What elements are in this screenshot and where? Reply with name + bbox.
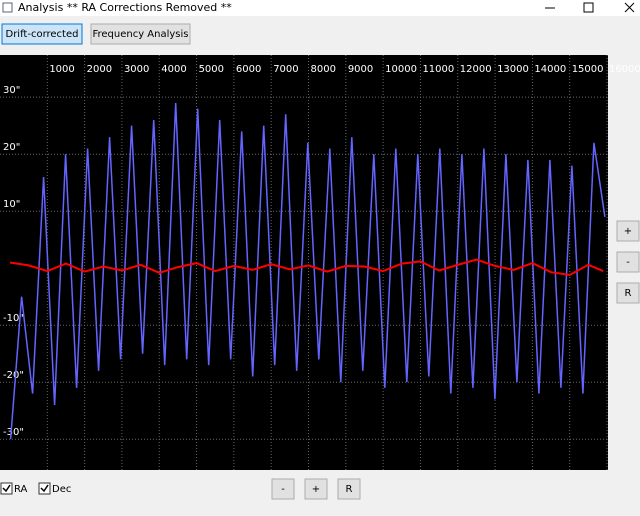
side-button-label: + — [624, 226, 632, 237]
side-button-label: R — [625, 288, 632, 299]
y-tick-label: 20" — [3, 142, 20, 153]
x-tick-label: 7000 — [273, 64, 298, 75]
checkbox[interactable] — [0, 482, 13, 495]
y-tick-label: 10" — [3, 199, 20, 210]
title-bar — [0, 0, 640, 16]
controls: Drift-corrected Frequency Analysis + - R - + R R… — [0, 23, 640, 500]
side-button[interactable] — [616, 220, 640, 242]
x-tick-label: 2000 — [87, 64, 112, 75]
x-tick-label: 9000 — [348, 64, 373, 75]
toolbar-button[interactable] — [90, 23, 191, 45]
x-tick-label: 1000 — [49, 64, 74, 75]
window-title: Analysis ** RA Corrections Removed ** — [18, 1, 232, 14]
x-tick-label: 15000 — [572, 64, 604, 75]
x-tick-label: 16000 — [609, 64, 640, 75]
bottom-button-label: - — [281, 484, 285, 495]
bottom-button[interactable] — [304, 478, 328, 500]
x-tick-label: 4000 — [161, 64, 186, 75]
x-tick-label: 12000 — [460, 64, 492, 75]
bottom-button[interactable] — [337, 478, 361, 500]
side-button[interactable] — [616, 251, 640, 273]
bottom-button-label: + — [312, 484, 320, 495]
x-tick-label: 5000 — [199, 64, 224, 75]
toolbar-button[interactable] — [1, 23, 83, 45]
toolbar-button-label: Drift-corrected — [6, 29, 79, 40]
x-tick-label: 3000 — [124, 64, 149, 75]
side-button-label: - — [626, 257, 630, 268]
maximize-button[interactable] — [583, 2, 594, 13]
toolbar-button-label: Frequency Analysis — [92, 29, 188, 40]
checkmark — [2, 484, 11, 493]
data-line — [9, 258, 604, 277]
checkbox[interactable] — [38, 482, 51, 495]
close-button[interactable] — [624, 2, 635, 13]
checkbox-label: RA — [14, 484, 28, 495]
y-tick-label: 30" — [3, 85, 20, 96]
y-tick-label: -20" — [3, 370, 24, 381]
checkbox-label: Dec — [52, 484, 71, 495]
checkmark — [40, 484, 49, 493]
data-line — [9, 102, 606, 440]
bottom-button[interactable] — [271, 478, 295, 500]
x-tick-label: 8000 — [311, 64, 336, 75]
side-button[interactable] — [616, 282, 640, 304]
app-icon — [2, 2, 13, 13]
plot-area — [0, 55, 608, 470]
y-tick-label: -30" — [3, 427, 24, 438]
bottom-button-label: R — [346, 484, 353, 495]
x-tick-label: 10000 — [385, 64, 417, 75]
x-tick-label: 13000 — [497, 64, 529, 75]
plot: 1000 2000 3000 4000 5000 6000 7000 8000 9000 1000… — [0, 55, 640, 470]
x-tick-label: 11000 — [422, 64, 454, 75]
x-tick-label: 14000 — [534, 64, 566, 75]
y-tick-label: -10" — [3, 313, 24, 324]
x-tick-label: 6000 — [236, 64, 261, 75]
